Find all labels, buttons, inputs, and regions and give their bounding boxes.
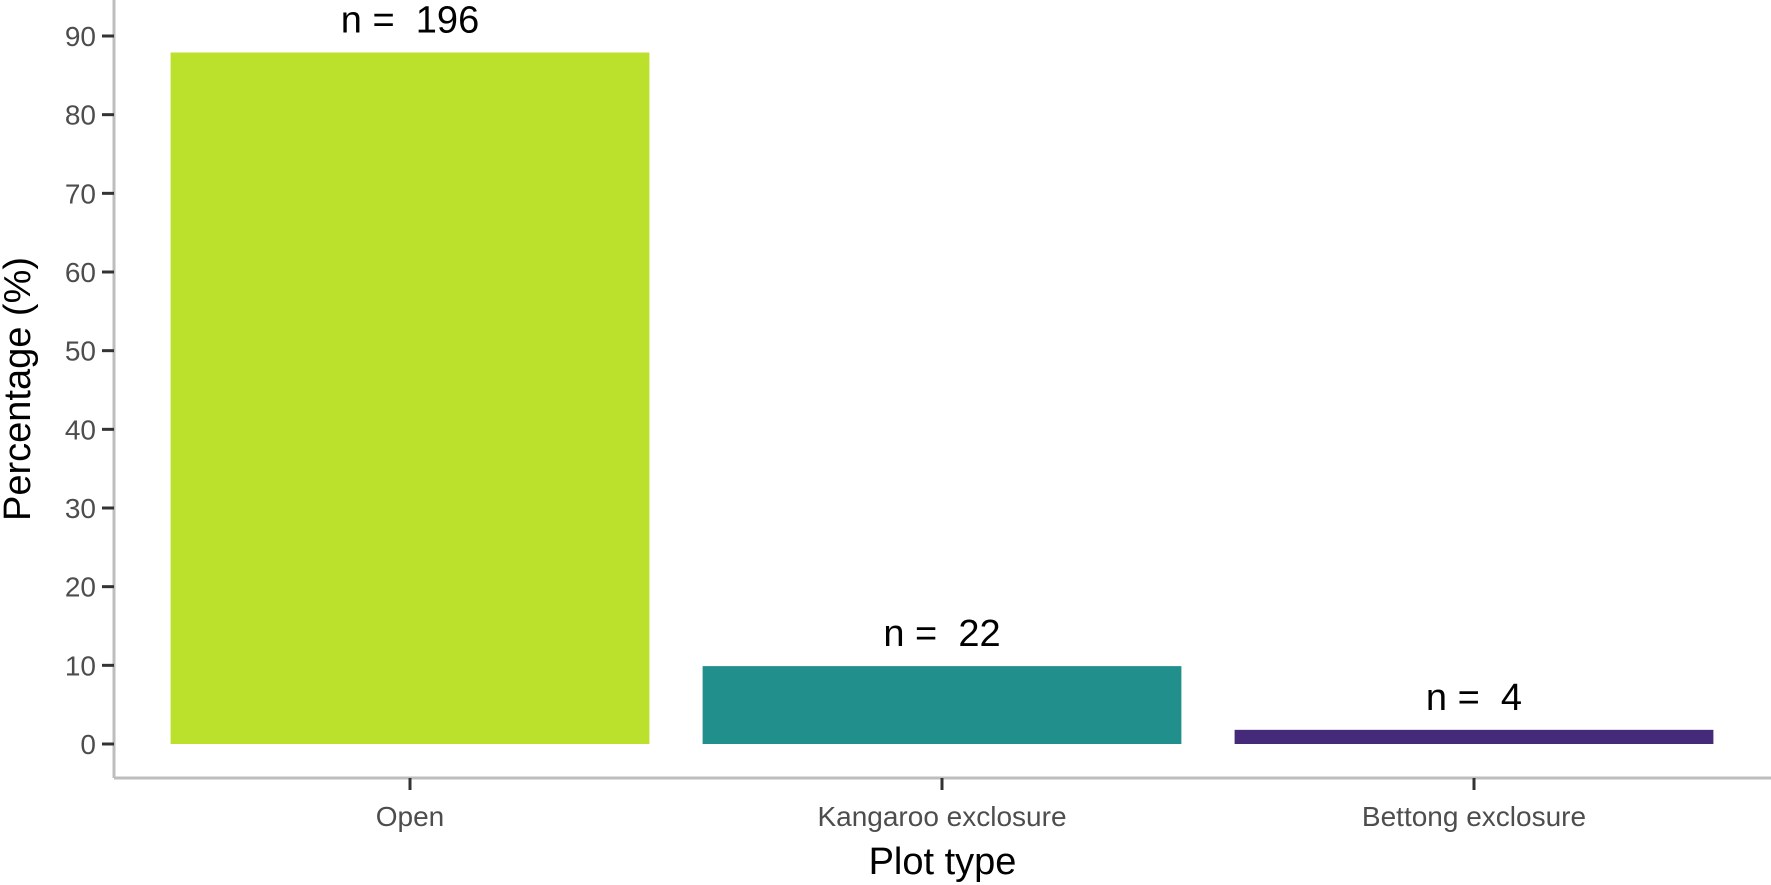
x-tick-label: Bettong exclosure [1362,801,1586,832]
bar-data-label: n = 22 [883,613,1000,655]
y-tick-label: 10 [65,650,96,681]
x-tick-label: Kangaroo exclosure [817,801,1066,832]
y-tick-label: 60 [65,257,96,288]
bar-data-label: n = 4 [1426,677,1522,719]
bar [170,52,650,744]
bar [1234,729,1714,744]
x-axis: Open Kangaroo exclosure Bettong exclosure [114,776,1771,832]
y-axis: 0 10 20 30 40 50 60 70 80 90 [65,0,116,778]
y-tick-label: 30 [65,493,96,524]
y-tick-label: 70 [65,178,96,209]
bar [702,666,1182,744]
y-tick-label: 90 [65,21,96,52]
y-tick-label: 50 [65,336,96,367]
y-tick-label: 40 [65,414,96,445]
y-tick-label: 0 [80,729,96,760]
bar-data-label: n = 196 [341,0,479,42]
y-tick-label: 20 [65,572,96,603]
y-tick-label: 80 [65,100,96,131]
x-axis-title: Plot type [869,841,1017,883]
bars: n = 196 n = 22 n = 4 [170,0,1714,744]
y-axis-title: Percentage (%) [0,257,39,521]
x-tick-label: Open [376,801,445,832]
